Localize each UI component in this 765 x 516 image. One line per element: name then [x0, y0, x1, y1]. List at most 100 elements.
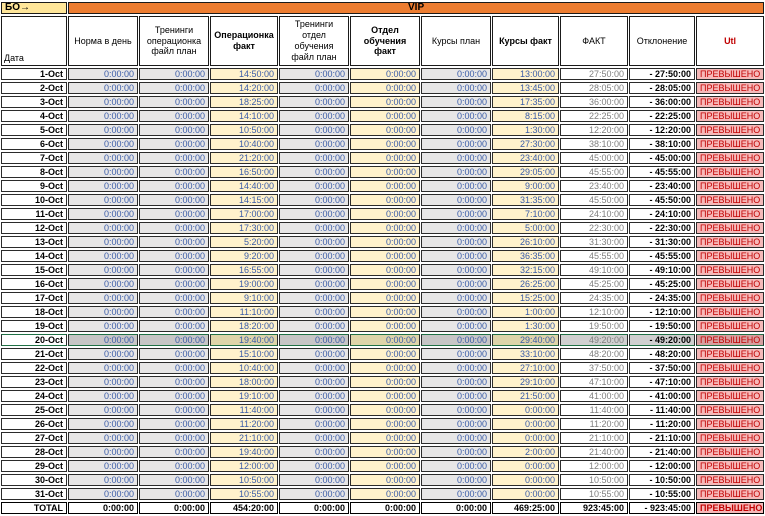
cell-education-dept-fact[interactable]: 0:00:00 [350, 320, 420, 332]
cell-courses-fact[interactable]: 26:10:00 [492, 236, 559, 248]
date-cell[interactable]: 9-Oct [1, 180, 67, 192]
cell-deviation[interactable]: - 22:30:00 [629, 222, 695, 234]
cell-courses-plan[interactable]: 0:00:00 [421, 362, 491, 374]
cell-fact-total[interactable]: 45:50:00 [560, 194, 628, 206]
cell-courses-plan[interactable]: 0:00:00 [421, 446, 491, 458]
cell-fact-total[interactable]: 23:40:00 [560, 180, 628, 192]
cell-courses-plan[interactable]: 0:00:00 [421, 236, 491, 248]
cell-operations-fact[interactable]: 14:20:00 [210, 82, 278, 94]
date-cell[interactable]: 17-Oct [1, 292, 67, 304]
cell-operations-fact[interactable]: 14:10:00 [210, 110, 278, 122]
cell-trainings-operations-plan[interactable]: 0:00:00 [139, 222, 209, 234]
cell-norm-per-day[interactable]: 0:00:00 [68, 110, 138, 122]
cell-trainings-operations-plan[interactable]: 0:00:00 [139, 166, 209, 178]
cell-fact-total[interactable]: 24:35:00 [560, 292, 628, 304]
cell-operations-fact[interactable]: 21:10:00 [210, 432, 278, 444]
cell-trainings-education-plan[interactable]: 0:00:00 [279, 68, 349, 80]
cell-trainings-operations-plan[interactable]: 0:00:00 [139, 124, 209, 136]
cell-education-dept-fact[interactable]: 0:00:00 [350, 432, 420, 444]
cell-fact-total[interactable]: 10:55:00 [560, 488, 628, 500]
cell-fact-total[interactable]: 22:30:00 [560, 222, 628, 234]
cell-norm-per-day[interactable]: 0:00:00 [68, 362, 138, 374]
cell-courses-plan[interactable]: 0:00:00 [421, 152, 491, 164]
cell-deviation[interactable]: - 47:10:00 [629, 376, 695, 388]
cell-courses-fact[interactable]: 36:35:00 [492, 250, 559, 262]
cell-fact-total[interactable]: 45:25:00 [560, 278, 628, 290]
cell-utl[interactable]: ПРЕВЫШЕНО [696, 390, 765, 402]
cell-fact-total[interactable]: 10:50:00 [560, 474, 628, 486]
cell-utl[interactable]: ПРЕВЫШЕНО [696, 96, 765, 108]
cell-operations-fact[interactable]: 15:10:00 [210, 348, 278, 360]
cell-trainings-operations-plan[interactable]: 0:00:00 [139, 376, 209, 388]
date-cell[interactable]: 11-Oct [1, 208, 67, 220]
cell-norm-per-day[interactable]: 0:00:00 [68, 390, 138, 402]
cell-trainings-operations-plan[interactable]: 0:00:00 [139, 96, 209, 108]
cell-courses-fact[interactable]: 2:00:00 [492, 446, 559, 458]
cell-courses-fact[interactable]: 1:30:00 [492, 320, 559, 332]
cell-education-dept-fact[interactable]: 0:00:00 [350, 306, 420, 318]
cell-utl[interactable]: ПРЕВЫШЕНО [696, 166, 765, 178]
cell-fact-total[interactable]: 45:55:00 [560, 250, 628, 262]
column-header-courses-plan[interactable]: Курсы план [421, 16, 491, 66]
cell-education-dept-fact[interactable]: 0:00:00 [350, 110, 420, 122]
cell-trainings-education-plan[interactable]: 0:00:00 [279, 194, 349, 206]
cell-trainings-education-plan[interactable]: 0:00:00 [279, 488, 349, 500]
cell-operations-fact[interactable]: 10:50:00 [210, 124, 278, 136]
cell-operations-fact[interactable]: 9:10:00 [210, 292, 278, 304]
cell-operations-fact[interactable]: 9:20:00 [210, 250, 278, 262]
date-cell[interactable]: 21-Oct [1, 348, 67, 360]
cell-trainings-education-plan[interactable]: 0:00:00 [279, 432, 349, 444]
date-cell[interactable]: 10-Oct [1, 194, 67, 206]
cell-courses-plan[interactable]: 0:00:00 [421, 68, 491, 80]
cell-courses-plan[interactable]: 0:00:00 [421, 320, 491, 332]
cell-operations-fact[interactable]: 454:20:00 [210, 502, 278, 514]
cell-courses-fact[interactable]: 7:10:00 [492, 208, 559, 220]
cell-norm-per-day[interactable]: 0:00:00 [68, 194, 138, 206]
cell-education-dept-fact[interactable]: 0:00:00 [350, 278, 420, 290]
vip-band-header[interactable]: VIP [68, 2, 765, 14]
cell-education-dept-fact[interactable]: 0:00:00 [350, 460, 420, 472]
date-cell[interactable]: 8-Oct [1, 166, 67, 178]
cell-operations-fact[interactable]: 11:40:00 [210, 404, 278, 416]
cell-trainings-operations-plan[interactable]: 0:00:00 [139, 306, 209, 318]
cell-norm-per-day[interactable]: 0:00:00 [68, 152, 138, 164]
cell-courses-fact[interactable]: 0:00:00 [492, 474, 559, 486]
cell-deviation[interactable]: - 45:55:00 [629, 250, 695, 262]
cell-deviation[interactable]: - 24:35:00 [629, 292, 695, 304]
cell-courses-fact[interactable]: 13:45:00 [492, 82, 559, 94]
column-header-fact-total[interactable]: ФАКТ [560, 16, 628, 66]
date-cell[interactable]: 24-Oct [1, 390, 67, 402]
cell-deviation[interactable]: - 36:00:00 [629, 96, 695, 108]
cell-courses-fact[interactable]: 27:30:00 [492, 138, 559, 150]
cell-operations-fact[interactable]: 19:40:00 [210, 334, 278, 346]
cell-operations-fact[interactable]: 19:00:00 [210, 278, 278, 290]
cell-utl[interactable]: ПРЕВЫШЕНО [696, 138, 765, 150]
cell-courses-fact[interactable]: 5:00:00 [492, 222, 559, 234]
cell-trainings-operations-plan[interactable]: 0:00:00 [139, 348, 209, 360]
cell-norm-per-day[interactable]: 0:00:00 [68, 376, 138, 388]
cell-fact-total[interactable]: 31:30:00 [560, 236, 628, 248]
cell-trainings-operations-plan[interactable]: 0:00:00 [139, 82, 209, 94]
cell-fact-total[interactable]: 49:20:00 [560, 334, 628, 346]
cell-trainings-education-plan[interactable]: 0:00:00 [279, 152, 349, 164]
cell-norm-per-day[interactable]: 0:00:00 [68, 488, 138, 500]
cell-fact-total[interactable]: 36:00:00 [560, 96, 628, 108]
cell-deviation[interactable]: - 27:50:00 [629, 68, 695, 80]
cell-trainings-operations-plan[interactable]: 0:00:00 [139, 418, 209, 430]
cell-trainings-education-plan[interactable]: 0:00:00 [279, 96, 349, 108]
cell-deviation[interactable]: - 19:50:00 [629, 320, 695, 332]
cell-trainings-education-plan[interactable]: 0:00:00 [279, 334, 349, 346]
cell-courses-plan[interactable]: 0:00:00 [421, 110, 491, 122]
column-header-trainings-operations-plan[interactable]: Тренинги операционка файл план [139, 16, 209, 66]
cell-fact-total[interactable]: 21:40:00 [560, 446, 628, 458]
cell-norm-per-day[interactable]: 0:00:00 [68, 96, 138, 108]
cell-courses-plan[interactable]: 0:00:00 [421, 264, 491, 276]
cell-trainings-operations-plan[interactable]: 0:00:00 [139, 152, 209, 164]
date-cell[interactable]: 22-Oct [1, 362, 67, 374]
cell-norm-per-day[interactable]: 0:00:00 [68, 124, 138, 136]
cell-utl[interactable]: ПРЕВЫШЕНО [696, 306, 765, 318]
cell-courses-fact[interactable]: 29:05:00 [492, 166, 559, 178]
cell-courses-fact[interactable]: 26:25:00 [492, 278, 559, 290]
cell-courses-plan[interactable]: 0:00:00 [421, 390, 491, 402]
cell-courses-fact[interactable]: 8:15:00 [492, 110, 559, 122]
